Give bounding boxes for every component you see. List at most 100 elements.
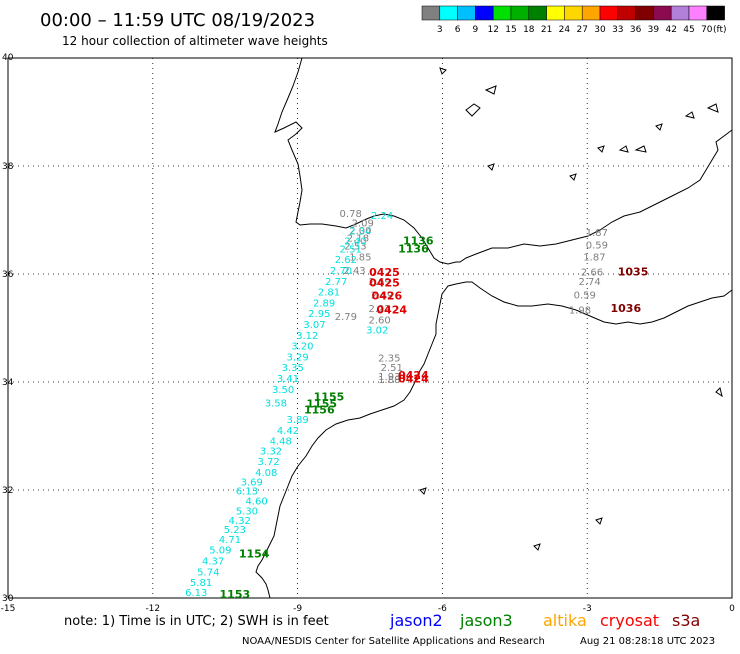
wave-height-label: 2.18 <box>347 234 369 245</box>
wave-height-label: 2.24 <box>371 211 393 222</box>
island-6 <box>597 145 605 153</box>
wave-height-label: 4.37 <box>202 557 224 568</box>
coastlines <box>255 57 733 599</box>
color-scale-legend: 3 6 9 12 15 18 21 24 27 30 33 36 39 42 45 70 <box>421 5 725 35</box>
longitude-tick: -15 <box>1 604 16 614</box>
latitude-tick: 32 <box>2 486 13 496</box>
wave-height-label: 5.81 <box>190 578 212 589</box>
wave-height-label: 3.58 <box>265 398 287 409</box>
wave-height-label: 3.72 <box>258 457 280 468</box>
colorbar-swatch <box>439 5 458 21</box>
island-8 <box>634 145 647 153</box>
wave-height-label: 2.62 <box>335 255 357 266</box>
wave-height-label: 2.09 <box>352 218 374 229</box>
wave-height-label: 5.74 <box>197 567 219 578</box>
north-africa-coastline <box>255 281 733 599</box>
island-5 <box>569 173 577 181</box>
wave-height-label: 4.32 <box>229 516 251 527</box>
wave-height-label: 1.87 <box>583 253 605 264</box>
wave-height-label: 4.42 <box>277 426 299 437</box>
latitude-tick: 34 <box>2 378 14 388</box>
wave-height-label: 3.32 <box>260 446 282 457</box>
wave-height-label: 2.79 <box>335 312 357 323</box>
colorbar-tick-label: 18 <box>523 25 535 35</box>
colorbar-swatch <box>492 5 512 21</box>
wave-height-label: 2.51 <box>381 363 403 374</box>
wave-height-label: 4.48 <box>270 437 292 448</box>
island-7 <box>618 145 629 153</box>
colorbar-swatch <box>635 5 654 21</box>
map-frame <box>7 57 733 599</box>
island-11 <box>706 103 719 113</box>
legend-cryosat: cryosat <box>600 611 659 630</box>
wave-height-label: 5.09 <box>209 546 231 557</box>
colorbar-tick-label: 21 <box>541 25 552 35</box>
colorbar-tick-label: 3 <box>437 25 443 35</box>
wave-height-label: 3.12 <box>296 331 318 342</box>
colorbar-tick-label: 9 <box>473 25 479 35</box>
pass-time-label: 0426 <box>372 289 403 302</box>
wave-height-label: 2.00 <box>349 226 371 237</box>
colorbar-swatch <box>670 5 690 21</box>
wave-height-label: 1.85 <box>349 253 371 264</box>
wave-height-label: 1.93 <box>378 372 400 383</box>
pass-time-label: 1156 <box>304 403 335 416</box>
iberia-coastline <box>274 57 733 265</box>
colorbar-swatch <box>457 5 476 21</box>
island-13 <box>419 487 427 495</box>
colorbar-tick-label: 30 <box>594 25 606 35</box>
pass-time-label: 0424 <box>398 373 429 386</box>
island-14 <box>533 543 541 551</box>
wave-height-label: 3.02 <box>366 325 388 336</box>
longitude-tick: -3 <box>583 604 592 614</box>
wave-height-label: 5.23 <box>224 525 246 536</box>
colorbar-tick-label: 12 <box>487 25 498 35</box>
colorbar-unit-label: (ft) <box>713 25 727 35</box>
wave-height-label: 4.71 <box>219 535 241 546</box>
island-2 <box>465 103 481 117</box>
wave-height-label: 2.43 <box>343 266 365 277</box>
colorbar-swatch <box>706 5 725 21</box>
wave-height-label: 5.30 <box>236 506 258 517</box>
wave-height-label: 1.88 <box>378 375 400 386</box>
colorbar-tick-label: 27 <box>576 25 587 35</box>
wave-height-label: 2.70 <box>330 266 352 277</box>
colorbar-tick-label: 39 <box>648 25 660 35</box>
legend-altika: altika <box>543 611 587 630</box>
pass-time-label: 1153 <box>220 588 251 601</box>
pass-time-label: 0425 <box>369 276 400 289</box>
wave-height-label: 2.60 <box>369 316 391 327</box>
footer-note: note: 1) Time is in UTC; 2) SWH is in fe… <box>64 614 329 629</box>
wave-height-label: 3.89 <box>286 415 308 426</box>
pass-time-label: 1136 <box>403 234 434 247</box>
wave-height-label: 6.13 <box>185 588 207 599</box>
wave-height-label: 3.69 <box>241 478 263 489</box>
wave-height-label: 6.13 <box>236 486 258 497</box>
colorbar-swatch <box>581 5 601 21</box>
figure-subtitle: 12 hour collection of altimeter wave hei… <box>62 34 328 48</box>
colorbar-tick-label: 45 <box>683 25 694 35</box>
wave-height-label: 3.35 <box>282 363 304 374</box>
wave-height-label: 2.49 <box>371 290 393 301</box>
pass-time-label: 1036 <box>611 302 642 315</box>
pass-time-label: 1136 <box>398 242 429 255</box>
footer-timestamp: Aug 21 08:28:18 UTC 2023 <box>580 636 715 647</box>
colorbar-swatch <box>546 5 565 21</box>
wave-height-label: 4.60 <box>245 497 267 508</box>
graticule-grid <box>8 58 732 598</box>
latitude-tick: 38 <box>2 162 14 172</box>
colorbar-swatch <box>653 5 672 21</box>
wave-height-label: 2.66 <box>581 268 603 279</box>
wave-height-label: 1.87 <box>586 228 608 239</box>
wave-height-label: 2.69 <box>369 277 391 288</box>
colorbar-tick-label: 70 <box>701 25 713 35</box>
pass-time-label: 1154 <box>239 548 270 561</box>
colorbar-swatch <box>421 5 441 21</box>
wave-height-points: 0.782.092.002.182.531.85 2.43 2.69 2.49 2.22… <box>185 209 608 599</box>
wave-height-label: 3.41 <box>277 374 299 385</box>
wave-height-label: 3.29 <box>286 352 308 363</box>
wave-height-label: 2.95 <box>308 309 330 320</box>
longitude-tick: -6 <box>438 604 447 614</box>
wave-height-label: 1.98 <box>569 305 591 316</box>
